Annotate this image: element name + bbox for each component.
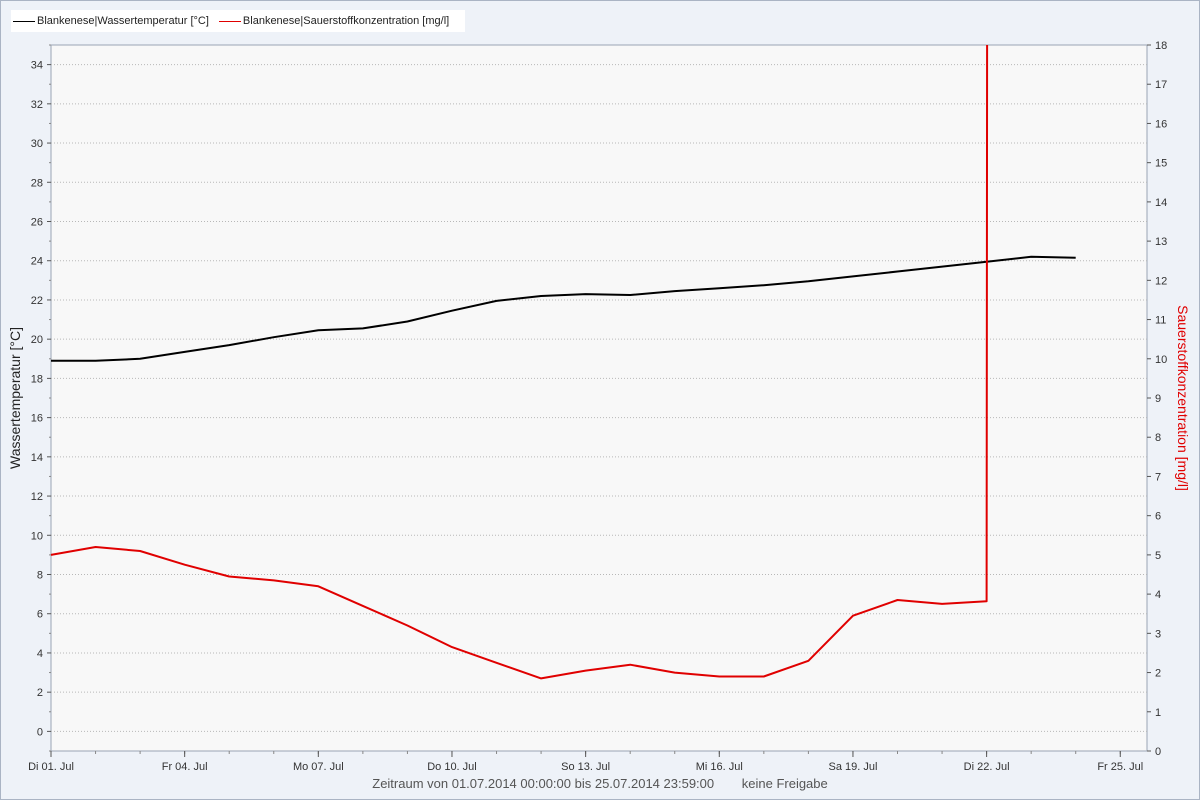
x-tick-label-0: Di 01. Jul — [28, 761, 74, 773]
x-tick-label-2: Mo 07. Jul — [293, 761, 344, 773]
legend: Blankenese|Wassertemperatur [°C] Blanken… — [11, 10, 466, 32]
legend-label-wassertemperatur: Blankenese|Wassertemperatur [°C] — [37, 15, 209, 27]
y2-tick-label-9: 9 — [1155, 393, 1161, 405]
y2-tick-label-5: 5 — [1155, 550, 1161, 562]
y-tick-label-9: 18 — [31, 373, 43, 385]
y2-tick-label-18: 18 — [1155, 40, 1167, 52]
y2-tick-label-7: 7 — [1155, 471, 1161, 483]
y-tick-label-11: 22 — [31, 295, 43, 307]
footer-zeitraum: Zeitraum von 01.07.2014 00:00:00 bis 25.… — [372, 776, 715, 791]
y-tick-label-7: 14 — [31, 452, 43, 464]
series-lines — [50, 44, 1076, 680]
y2-tick-label-2: 2 — [1155, 668, 1161, 680]
y-tick-label-14: 28 — [31, 177, 43, 189]
y2-tick-label-13: 13 — [1155, 236, 1167, 248]
x-tick-label-3: Do 10. Jul — [427, 761, 477, 773]
legend-label-sauerstoff: Blankenese|Sauerstoffkonzentration [mg/l… — [242, 15, 450, 27]
footer-freigabe: keine Freigabe — [741, 776, 828, 791]
y2-tick-label-6: 6 — [1155, 511, 1161, 523]
y-axis-label-right: Sauerstoffkonzentration [mg/l] — [1175, 305, 1191, 491]
y2-tick-label-1: 1 — [1155, 707, 1161, 719]
y2-tick-label-0: 0 — [1155, 746, 1161, 758]
y2-tick-label-10: 10 — [1155, 354, 1167, 366]
y-tick-label-4: 8 — [37, 570, 43, 582]
y2-tick-label-16: 16 — [1155, 118, 1167, 130]
y-tick-label-2: 4 — [37, 648, 43, 660]
x-tick-label-4: So 13. Jul — [561, 761, 610, 773]
y2-tick-label-8: 8 — [1155, 432, 1161, 444]
y2-tick-label-4: 4 — [1155, 589, 1161, 601]
x-tick-label-5: Mi 16. Jul — [696, 761, 743, 773]
y-tick-label-12: 24 — [31, 256, 43, 268]
x-tick-label-1: Fr 04. Jul — [162, 761, 208, 773]
y-tick-label-16: 32 — [31, 99, 43, 111]
y-axis-label-left: Wassertemperatur [°C] — [7, 327, 23, 469]
y2-tick-label-15: 15 — [1155, 158, 1167, 170]
y-tick-label-5: 10 — [31, 530, 43, 542]
legend-entry-sauerstoff[interactable]: Blankenese|Sauerstoffkonzentration [mg/l… — [218, 15, 450, 27]
y-tick-label-1: 2 — [37, 687, 43, 699]
y-tick-label-13: 26 — [31, 217, 43, 229]
series-line-sauerstoffkonzentration — [50, 44, 989, 680]
y-tick-label-10: 20 — [31, 334, 43, 346]
legend-swatch-wassertemperatur — [13, 20, 35, 22]
legend-swatch-sauerstoff — [218, 20, 241, 22]
y-tick-label-8: 16 — [31, 413, 43, 425]
y2-tick-label-14: 14 — [1155, 197, 1167, 209]
axes: 0246810121416182022242628303234012345678… — [28, 40, 1167, 773]
y-tick-label-6: 12 — [31, 491, 43, 503]
y-tick-label-15: 30 — [31, 138, 43, 150]
legend-entry-wassertemperatur[interactable]: Blankenese|Wassertemperatur [°C] — [13, 15, 209, 27]
y2-tick-label-3: 3 — [1155, 628, 1161, 640]
y-tick-label-17: 34 — [31, 60, 43, 72]
x-tick-label-7: Di 22. Jul — [964, 761, 1010, 773]
series-line-wassertemperatur — [51, 255, 1076, 362]
footer: Zeitraum von 01.07.2014 00:00:00 bis 25.… — [0, 776, 1200, 791]
y2-tick-label-17: 17 — [1155, 79, 1167, 91]
y-tick-label-3: 6 — [37, 609, 43, 621]
y2-tick-label-11: 11 — [1155, 315, 1166, 327]
y2-tick-label-12: 12 — [1155, 275, 1167, 287]
plot-area — [50, 44, 1148, 752]
x-tick-label-8: Fr 25. Jul — [1097, 761, 1143, 773]
x-tick-label-6: Sa 19. Jul — [828, 761, 877, 773]
y-tick-label-0: 0 — [37, 726, 43, 738]
